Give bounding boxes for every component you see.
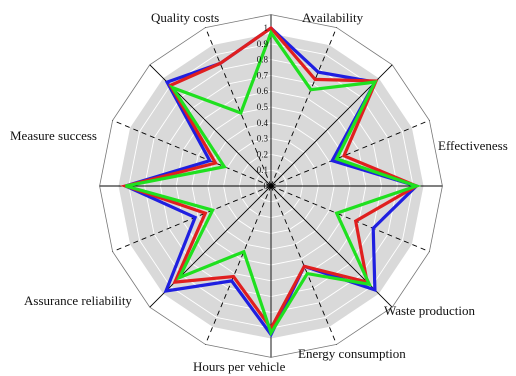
axis-label: Effectiveness (438, 138, 508, 153)
intermediate-spoke (270, 27, 338, 187)
intermediate-spoke (270, 185, 430, 253)
axis-label: Availability (302, 10, 364, 25)
tick-label: 1 (264, 23, 269, 33)
axis-label: Hours per vehicle (193, 359, 286, 374)
series-line-3 (125, 29, 422, 337)
tick-label: 0.1 (257, 165, 268, 175)
tick-label: 0 (264, 181, 269, 191)
tick-label: 0.2 (257, 149, 268, 159)
intermediate-spoke (204, 185, 272, 345)
axis-label: Assurance reliability (24, 293, 132, 308)
axis-spoke (149, 185, 272, 308)
axis-label: Measure success (10, 128, 97, 143)
intermediate-spoke (204, 27, 272, 187)
series-layer (120, 25, 422, 338)
intermediate-spoke (112, 119, 272, 187)
tick-label: 0.8 (257, 55, 269, 65)
tick-label-layer: 0 0.1 0.2 0.3 0.4 0.5 0.6 0.7 0.8 0.9 1 (257, 23, 269, 191)
axis-label: Quality costs (151, 10, 219, 25)
tick-label: 0.7 (257, 70, 269, 80)
axis-label-layer: Availability Effectiveness Waste productio… (10, 10, 508, 374)
tick-label: 0.9 (257, 39, 269, 49)
tick-label: 0.5 (257, 102, 269, 112)
tick-label: 0.4 (257, 118, 269, 128)
intermediate-spoke (270, 119, 430, 187)
axis-spoke (270, 185, 393, 308)
spoke-layer (99, 14, 443, 358)
intermediate-spoke (112, 185, 272, 253)
axis-label: Energy consumption (298, 346, 406, 361)
axis-label: Waste production (384, 303, 476, 318)
tick-label: 0.6 (257, 86, 269, 96)
tick-label: 0.3 (257, 134, 269, 144)
